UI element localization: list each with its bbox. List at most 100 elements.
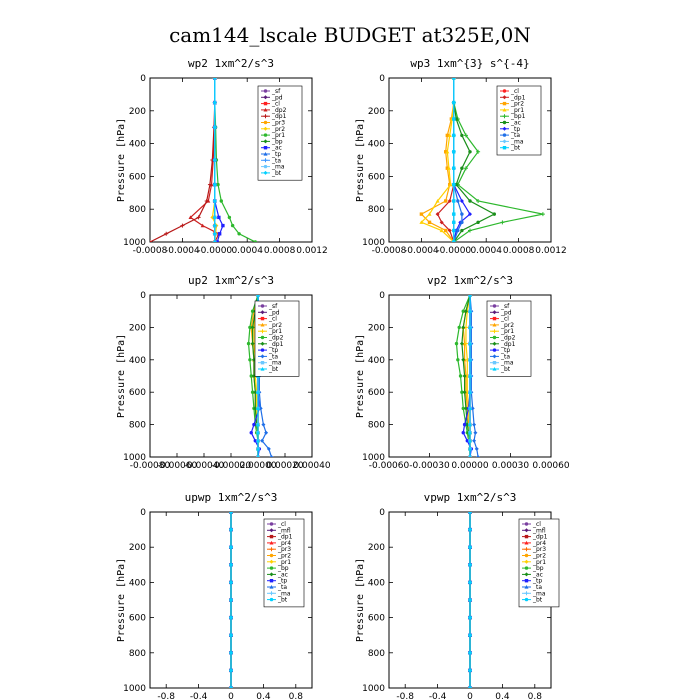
data-point bbox=[164, 232, 168, 236]
legend-marker bbox=[525, 522, 528, 525]
data-point bbox=[254, 240, 257, 243]
legend: _cl_dp1_pr2_pr1_bp1_ac_tp_ta_ma_bt bbox=[497, 86, 541, 155]
legend: _cl_mfl_dp1_pr4_pr3_pr2_pr1_bp_ac_tp_ta_… bbox=[264, 519, 304, 607]
legend-marker bbox=[270, 535, 273, 538]
y-axis-label: Pressure [hPa] bbox=[116, 334, 127, 418]
chart-panel: wp2 1xm^2/s^3 Pressure [hPa] 0 200 400 600 800… bbox=[116, 57, 328, 256]
x-tick-label: -0.8 bbox=[396, 692, 414, 700]
legend-marker bbox=[503, 89, 506, 92]
y-axis-label: Pressure [hPa] bbox=[116, 118, 127, 202]
data-point bbox=[428, 221, 431, 224]
y-tick-label: 200 bbox=[129, 543, 146, 553]
legend-marker bbox=[503, 121, 506, 124]
x-tick-label: -0.0008 bbox=[372, 246, 407, 256]
y-tick-label: 600 bbox=[368, 614, 385, 624]
y-axis-label: Pressure [hPa] bbox=[355, 118, 366, 202]
legend-marker bbox=[261, 336, 264, 339]
data-point bbox=[250, 431, 253, 434]
y-tick-label: 0 bbox=[379, 508, 385, 518]
y-tick-label: 200 bbox=[368, 107, 385, 117]
y-tick-label: 400 bbox=[368, 578, 385, 588]
legend: _sf_pd_cl_pr2_pr1_dp2_dp1_tp_ta_ma_bt bbox=[255, 301, 299, 376]
data-point bbox=[247, 342, 250, 345]
data-point bbox=[468, 669, 471, 672]
data-point bbox=[468, 581, 471, 584]
figure-title: cam144_lscale BUDGET at325E,0N bbox=[169, 23, 531, 47]
data-point bbox=[472, 423, 476, 427]
y-tick-label: 200 bbox=[368, 543, 385, 553]
y-tick-label: 800 bbox=[368, 421, 385, 431]
panel-title: up2 1xm^2/s^3 bbox=[188, 274, 274, 287]
y-tick-label: 200 bbox=[129, 323, 146, 333]
legend-marker bbox=[264, 121, 267, 124]
legend-marker bbox=[525, 598, 528, 601]
data-point bbox=[231, 224, 234, 227]
x-tick-label: -0.0004 bbox=[404, 246, 439, 256]
data-point bbox=[455, 342, 458, 345]
series-line bbox=[215, 78, 256, 242]
data-point bbox=[229, 563, 232, 566]
x-tick-label: -0.00060 bbox=[369, 461, 410, 471]
y-tick-label: 600 bbox=[129, 172, 146, 182]
data-point bbox=[452, 229, 455, 232]
legend-marker bbox=[264, 165, 267, 168]
chart-panel: vpwp 1xm^2/s^3Pressure [hPa]020040060080… bbox=[355, 491, 559, 700]
data-point bbox=[468, 199, 471, 202]
data-point bbox=[460, 221, 463, 224]
data-point bbox=[148, 240, 152, 244]
y-tick-label: 0 bbox=[379, 291, 385, 301]
legend-marker bbox=[493, 348, 496, 351]
x-tick-label: 0.0012 bbox=[296, 246, 328, 256]
x-tick-label: 0.8 bbox=[528, 692, 543, 700]
y-tick-label: 1000 bbox=[123, 684, 146, 694]
data-point bbox=[218, 232, 221, 235]
data-point bbox=[444, 229, 447, 232]
data-point bbox=[252, 423, 255, 426]
x-tick-label: 0.0012 bbox=[535, 246, 567, 256]
data-point bbox=[462, 431, 465, 434]
data-point bbox=[473, 431, 477, 435]
data-point bbox=[452, 199, 455, 202]
budget-figure: cam144_lscale BUDGET at325E,0N wp2 1xm^2… bbox=[0, 0, 700, 700]
data-point bbox=[229, 616, 232, 619]
data-point bbox=[541, 212, 545, 216]
y-tick-label: 400 bbox=[129, 578, 146, 588]
legend-marker bbox=[261, 361, 264, 364]
data-point bbox=[452, 183, 455, 186]
legend-label: _bt bbox=[268, 366, 279, 373]
data-point bbox=[452, 167, 455, 170]
x-tick-label: 0.4 bbox=[256, 692, 271, 700]
x-tick-label: -0.0004 bbox=[165, 246, 200, 256]
data-point bbox=[456, 229, 459, 232]
chart-panel: up2 1xm^2/s^3 Pressure [hPa] 0 200 400 600 800… bbox=[116, 274, 331, 471]
legend-label: _bt bbox=[532, 597, 543, 604]
legend-marker bbox=[264, 146, 267, 149]
data-point bbox=[237, 232, 240, 235]
data-point bbox=[228, 216, 231, 219]
data-point bbox=[452, 150, 455, 153]
data-point bbox=[458, 326, 461, 329]
y-tick-label: 0 bbox=[379, 74, 385, 84]
legend-marker bbox=[525, 554, 528, 557]
legend-label: _bt bbox=[510, 145, 521, 152]
data-point bbox=[459, 374, 462, 377]
y-tick-label: 0 bbox=[140, 508, 146, 518]
data-point bbox=[456, 358, 459, 361]
y-tick-label: 200 bbox=[368, 323, 385, 333]
panel-title: upwp 1xm^2/s^3 bbox=[185, 491, 278, 504]
data-point bbox=[229, 581, 232, 584]
data-point bbox=[229, 669, 232, 672]
data-point bbox=[460, 229, 463, 232]
series-group bbox=[468, 510, 472, 690]
y-axis-label: Pressure [hPa] bbox=[116, 558, 127, 642]
data-point bbox=[452, 240, 455, 243]
x-tick-label: -0.00030 bbox=[409, 461, 450, 471]
data-point bbox=[460, 212, 463, 215]
y-tick-label: 800 bbox=[129, 421, 146, 431]
legend-marker bbox=[264, 133, 267, 136]
x-tick-label: -0.0000 bbox=[436, 246, 471, 256]
series-line bbox=[454, 78, 495, 242]
data-point bbox=[229, 546, 232, 549]
legend-marker bbox=[270, 554, 273, 557]
y-tick-label: 400 bbox=[129, 356, 146, 366]
